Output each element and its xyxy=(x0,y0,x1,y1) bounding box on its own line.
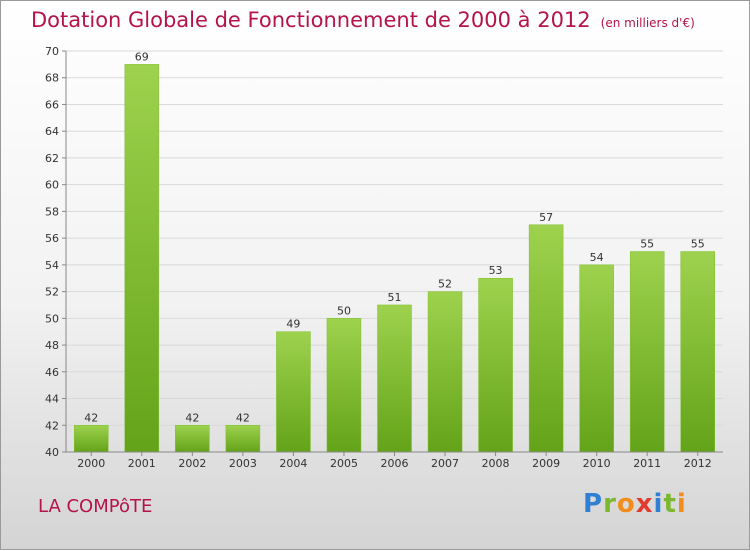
chart-title: Dotation Globale de Fonctionnement de 20… xyxy=(31,8,695,32)
bar xyxy=(579,264,614,453)
y-tick-label: 58 xyxy=(45,205,59,218)
y-tick-label: 54 xyxy=(45,259,59,272)
commune-name: LA COMPôTE xyxy=(38,496,153,517)
bar-value-label: 55 xyxy=(640,238,654,251)
logo-letter: P xyxy=(583,489,604,519)
y-tick-label: 64 xyxy=(45,125,59,138)
x-tick-label: 2000 xyxy=(77,457,105,470)
y-tick-label: 40 xyxy=(45,446,59,459)
logo-letter: o xyxy=(616,489,636,519)
bar xyxy=(276,331,311,453)
y-tick-label: 60 xyxy=(45,179,59,192)
bar-value-label: 53 xyxy=(489,264,503,277)
bar xyxy=(175,425,210,453)
x-tick-label: 2008 xyxy=(482,457,510,470)
x-tick-label: 2012 xyxy=(684,457,712,470)
logo-letter: t xyxy=(663,489,677,519)
y-tick-label: 70 xyxy=(45,45,59,58)
logo-letter: i xyxy=(676,489,687,519)
bar xyxy=(124,64,160,453)
bar xyxy=(377,304,412,453)
bar xyxy=(629,251,665,453)
bar-value-label: 42 xyxy=(236,411,250,424)
bar xyxy=(478,277,513,453)
bar xyxy=(427,291,463,453)
proxiti-logo: Proxiti xyxy=(583,489,687,519)
x-tick-label: 2003 xyxy=(229,457,257,470)
logo-letter: x xyxy=(635,489,654,519)
y-tick-label: 62 xyxy=(45,152,59,165)
chart-subtitle: (en milliers d'€) xyxy=(600,16,695,30)
y-tick-label: 48 xyxy=(45,339,59,352)
x-tick-label: 2004 xyxy=(279,457,307,470)
y-tick-label: 52 xyxy=(45,286,59,299)
bar-value-label: 50 xyxy=(337,304,351,317)
bar-value-label: 49 xyxy=(286,318,300,331)
bar xyxy=(528,224,564,453)
x-tick-label: 2011 xyxy=(633,457,661,470)
y-tick-label: 66 xyxy=(45,98,59,111)
y-tick-label: 56 xyxy=(45,232,59,245)
x-tick-label: 2006 xyxy=(381,457,409,470)
logo-letter: r xyxy=(603,489,617,519)
bar-value-label: 52 xyxy=(438,278,452,291)
axes: 40 42 44 46 48 50 52 54 56 58 60 62 64 66 68 70 2000 2001… xyxy=(45,45,723,470)
y-tick-label: 46 xyxy=(45,366,59,379)
y-tick-label: 50 xyxy=(45,312,59,325)
bar-value-label: 69 xyxy=(135,50,149,63)
title-text: Dotation Globale de Fonctionnement de 20… xyxy=(31,8,591,32)
x-tick-label: 2002 xyxy=(178,457,206,470)
bar xyxy=(74,425,109,453)
x-tick-label: 2009 xyxy=(532,457,560,470)
bars: 42 69 42 42 49 50 51 52 53 57 54 55 55 xyxy=(74,50,715,453)
bar-value-label: 42 xyxy=(185,411,199,424)
bar-value-label: 51 xyxy=(388,291,402,304)
bar xyxy=(680,251,715,453)
bar-value-label: 55 xyxy=(691,238,705,251)
y-tick-label: 44 xyxy=(45,393,59,406)
bar xyxy=(326,318,362,453)
logo-letter: i xyxy=(653,489,664,519)
bar xyxy=(225,425,261,453)
x-tick-label: 2001 xyxy=(128,457,156,470)
x-tick-label: 2007 xyxy=(431,457,459,470)
bar-value-label: 54 xyxy=(590,251,604,264)
y-tick-label: 42 xyxy=(45,419,59,432)
x-tick-label: 2005 xyxy=(330,457,358,470)
bar-value-label: 57 xyxy=(539,211,553,224)
bar-value-label: 42 xyxy=(84,411,98,424)
y-tick-label: 68 xyxy=(45,72,59,85)
x-tick-label: 2010 xyxy=(583,457,611,470)
